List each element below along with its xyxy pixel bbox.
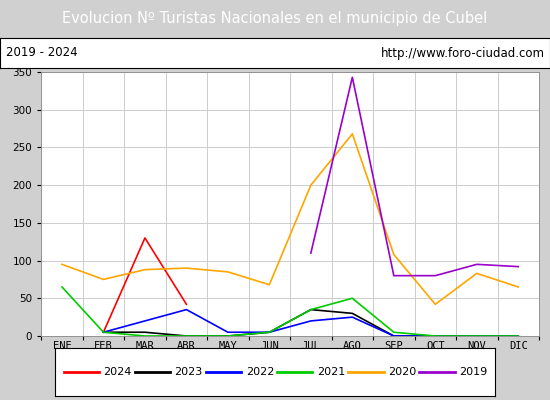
Text: 2020: 2020 [388, 367, 416, 377]
Text: 2019 - 2024: 2019 - 2024 [6, 46, 77, 60]
Text: Evolucion Nº Turistas Nacionales en el municipio de Cubel: Evolucion Nº Turistas Nacionales en el m… [62, 12, 488, 26]
Text: http://www.foro-ciudad.com: http://www.foro-ciudad.com [381, 46, 544, 60]
Text: 2024: 2024 [103, 367, 132, 377]
Text: 2023: 2023 [174, 367, 203, 377]
Text: 2022: 2022 [246, 367, 274, 377]
Text: 2021: 2021 [317, 367, 345, 377]
Text: 2019: 2019 [459, 367, 487, 377]
